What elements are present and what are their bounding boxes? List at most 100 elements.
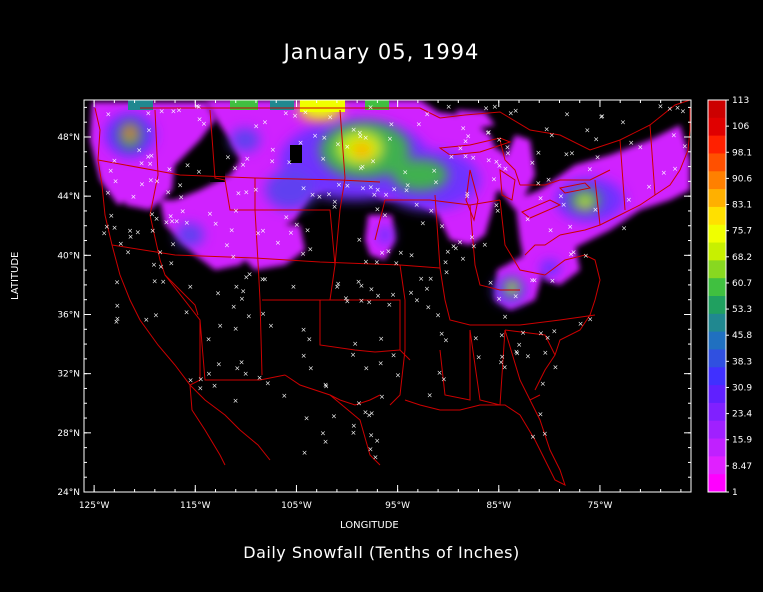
station-marker: × bbox=[154, 177, 160, 185]
colorbar-swatch bbox=[708, 189, 726, 208]
station-marker: × bbox=[476, 354, 482, 362]
station-marker: × bbox=[502, 313, 508, 321]
station-marker: × bbox=[437, 369, 443, 377]
station-marker: × bbox=[118, 240, 124, 248]
station-marker: × bbox=[571, 248, 577, 256]
station-marker: × bbox=[352, 340, 358, 348]
station-marker: × bbox=[283, 110, 289, 118]
colorbar-label: 38.3 bbox=[732, 357, 752, 367]
station-marker: × bbox=[356, 236, 362, 244]
station-marker: × bbox=[312, 132, 318, 140]
station-marker: × bbox=[148, 152, 154, 160]
station-marker: × bbox=[300, 250, 306, 258]
station-marker: × bbox=[357, 129, 363, 137]
station-marker: × bbox=[525, 353, 531, 361]
station-marker: × bbox=[321, 134, 327, 142]
station-marker: × bbox=[326, 191, 332, 199]
colorbar-label: 98.1 bbox=[732, 148, 752, 158]
station-marker: × bbox=[114, 318, 120, 326]
station-marker: × bbox=[239, 295, 245, 303]
station-marker: × bbox=[525, 216, 531, 224]
station-marker: × bbox=[439, 330, 445, 338]
station-marker: × bbox=[514, 350, 520, 358]
station-marker: × bbox=[441, 376, 447, 384]
station-marker: × bbox=[409, 252, 415, 260]
station-marker: × bbox=[592, 206, 598, 214]
station-marker: × bbox=[387, 135, 393, 143]
station-marker: × bbox=[292, 112, 298, 120]
station-marker: × bbox=[151, 261, 157, 269]
station-marker: × bbox=[178, 194, 184, 202]
x-tick-label: 75°W bbox=[588, 501, 613, 511]
colorbar-swatch bbox=[708, 153, 726, 172]
station-marker: × bbox=[379, 393, 385, 401]
station-marker: × bbox=[198, 375, 204, 383]
station-marker: × bbox=[224, 242, 230, 250]
station-marker: × bbox=[305, 226, 311, 234]
station-marker: × bbox=[620, 119, 626, 127]
station-marker: × bbox=[159, 108, 165, 116]
station-marker: × bbox=[213, 220, 219, 228]
station-marker: × bbox=[148, 177, 154, 185]
station-marker: × bbox=[363, 364, 369, 372]
colorbar-swatch bbox=[708, 438, 726, 457]
station-marker: × bbox=[233, 397, 239, 405]
plot-frame bbox=[83, 99, 692, 493]
station-marker: × bbox=[320, 155, 326, 163]
station-marker: × bbox=[197, 115, 203, 123]
station-marker: × bbox=[587, 315, 593, 323]
station-marker: × bbox=[177, 181, 183, 189]
station-marker: × bbox=[453, 245, 459, 253]
station-marker: × bbox=[320, 429, 326, 437]
station-marker: × bbox=[153, 311, 159, 319]
station-marker: × bbox=[336, 181, 342, 189]
station-marker: × bbox=[496, 136, 502, 144]
station-marker: × bbox=[464, 192, 470, 200]
station-marker: × bbox=[529, 277, 535, 285]
station-marker: × bbox=[513, 107, 519, 115]
y-axis-label: LATITUDE bbox=[10, 251, 21, 300]
station-marker: × bbox=[569, 150, 575, 158]
station-marker: × bbox=[160, 278, 166, 286]
station-marker: × bbox=[344, 143, 350, 151]
station-marker: × bbox=[682, 143, 688, 151]
colorbar-swatch bbox=[708, 278, 726, 297]
station-marker: × bbox=[378, 335, 384, 343]
station-marker: × bbox=[542, 349, 548, 357]
station-marker: × bbox=[358, 297, 364, 305]
station-marker: × bbox=[145, 109, 151, 117]
station-marker: × bbox=[114, 315, 120, 323]
station-marker: × bbox=[395, 371, 401, 379]
station-marker: × bbox=[391, 351, 397, 359]
station-marker: × bbox=[368, 103, 374, 111]
station-marker: × bbox=[499, 332, 505, 340]
station-marker: × bbox=[152, 278, 158, 286]
station-marker: × bbox=[598, 113, 604, 121]
station-marker: × bbox=[548, 227, 554, 235]
station-marker: × bbox=[599, 112, 605, 120]
station-marker: × bbox=[457, 238, 463, 246]
colorbar-label: 1 bbox=[732, 488, 738, 498]
station-marker: × bbox=[458, 144, 464, 152]
station-marker: × bbox=[671, 131, 677, 139]
colorbar-label: 106 bbox=[732, 122, 749, 132]
x-axis-ticks: 125°W 115°W 105°W 95°W 85°W 75°W bbox=[79, 100, 682, 511]
colorbar-swatch bbox=[708, 242, 726, 261]
station-marker: × bbox=[463, 153, 469, 161]
station-marker: × bbox=[433, 178, 439, 186]
station-marker: × bbox=[363, 409, 369, 417]
station-marker: × bbox=[425, 303, 431, 311]
station-marker: × bbox=[513, 292, 519, 300]
station-marker: × bbox=[393, 260, 399, 268]
station-marker: × bbox=[260, 310, 266, 318]
map-caption: Daily Snowfall (Tenths of Inches) bbox=[243, 543, 520, 562]
station-marker: × bbox=[217, 322, 223, 330]
station-marker: × bbox=[101, 230, 107, 238]
station-marker: × bbox=[427, 391, 433, 399]
station-marker: × bbox=[260, 227, 266, 235]
colorbar-swatch bbox=[708, 420, 726, 440]
station-marker: × bbox=[235, 189, 241, 197]
station-marker: × bbox=[154, 215, 160, 223]
station-marker: × bbox=[375, 292, 381, 300]
station-marker: × bbox=[310, 191, 316, 199]
